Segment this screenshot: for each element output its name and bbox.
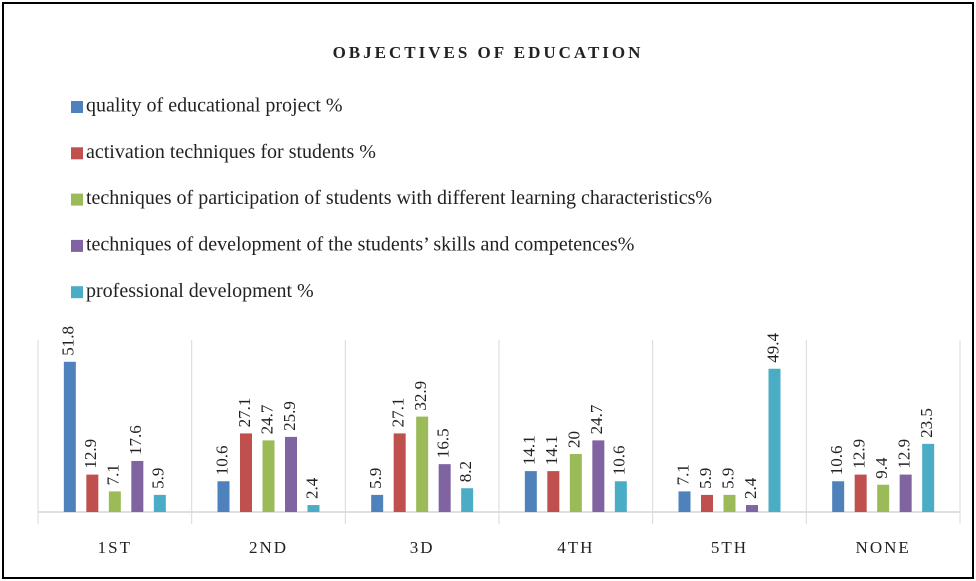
data-label: 7.1 bbox=[104, 464, 123, 485]
data-label: 9.4 bbox=[872, 457, 891, 479]
bar bbox=[86, 474, 99, 512]
bar bbox=[285, 436, 297, 512]
bar bbox=[569, 454, 582, 512]
data-label: 7.1 bbox=[673, 464, 692, 485]
x-tick-label: 3D bbox=[410, 538, 435, 557]
bar bbox=[524, 471, 537, 512]
data-label: 24.7 bbox=[257, 404, 276, 434]
bar bbox=[393, 433, 406, 512]
bar bbox=[307, 505, 320, 512]
bar bbox=[131, 460, 144, 512]
legend-swatch bbox=[71, 239, 83, 252]
legend-label: quality of educational project % bbox=[86, 95, 343, 117]
legend-label: professional development % bbox=[86, 280, 314, 302]
data-label: 10.6 bbox=[610, 446, 629, 476]
bar bbox=[854, 474, 867, 512]
x-tick-label: NONE bbox=[856, 538, 911, 557]
data-label: 23.5 bbox=[917, 408, 936, 438]
bar bbox=[899, 474, 912, 512]
x-tick-label: 4TH bbox=[557, 538, 594, 557]
data-label: 12.9 bbox=[895, 439, 914, 469]
data-label: 14.1 bbox=[520, 435, 539, 465]
data-label: 16.5 bbox=[434, 428, 453, 458]
data-label: 27.1 bbox=[235, 398, 254, 428]
bar bbox=[416, 416, 429, 512]
x-tick-label: 2ND bbox=[249, 538, 288, 557]
bar bbox=[922, 443, 935, 512]
data-label: 2.4 bbox=[302, 477, 321, 499]
legend-label: techniques of participation of students … bbox=[86, 187, 712, 209]
data-label: 5.9 bbox=[149, 468, 168, 489]
legend-swatch bbox=[71, 286, 83, 299]
data-label: 10.6 bbox=[827, 446, 846, 476]
data-label: 32.9 bbox=[411, 381, 430, 411]
data-label: 27.1 bbox=[389, 398, 408, 428]
legend-swatch bbox=[71, 101, 83, 113]
bar bbox=[153, 494, 166, 512]
bar bbox=[217, 481, 230, 512]
bar bbox=[63, 361, 76, 512]
data-label: 5.9 bbox=[718, 468, 737, 489]
bar bbox=[746, 505, 758, 512]
bar bbox=[678, 491, 691, 512]
bar bbox=[240, 433, 252, 512]
bar bbox=[438, 464, 451, 512]
legend-label: techniques of development of the student… bbox=[86, 233, 634, 255]
bar bbox=[592, 440, 605, 512]
data-label: 12.9 bbox=[81, 439, 100, 469]
bar bbox=[832, 481, 845, 512]
bar bbox=[701, 494, 713, 512]
data-label: 8.2 bbox=[456, 461, 475, 482]
legend-label: activation techniques for students % bbox=[86, 141, 376, 163]
data-label: 5.9 bbox=[366, 468, 385, 489]
bar bbox=[262, 440, 275, 512]
bar bbox=[723, 494, 736, 512]
bar bbox=[547, 471, 560, 512]
data-label: 51.8 bbox=[59, 326, 78, 356]
bar bbox=[768, 368, 781, 512]
data-label: 12.9 bbox=[850, 439, 869, 469]
data-label: 24.7 bbox=[587, 404, 606, 434]
chart-title: OBJECTIVES OF EDUCATION bbox=[333, 43, 644, 62]
data-label: 25.9 bbox=[280, 401, 299, 431]
data-label: 5.9 bbox=[696, 468, 715, 489]
bar bbox=[371, 494, 384, 512]
bar bbox=[877, 484, 890, 512]
data-label: 10.6 bbox=[212, 446, 231, 476]
legend-swatch bbox=[71, 193, 83, 206]
data-label: 14.1 bbox=[542, 435, 561, 465]
data-label: 49.4 bbox=[763, 332, 782, 362]
bar bbox=[108, 491, 121, 512]
data-label: 2.4 bbox=[741, 477, 760, 499]
legend-swatch bbox=[71, 147, 83, 160]
bar bbox=[461, 488, 474, 512]
data-label: 17.6 bbox=[126, 425, 145, 455]
data-label: 20 bbox=[565, 431, 584, 448]
x-tick-label: 1ST bbox=[98, 538, 132, 557]
bar bbox=[614, 481, 627, 512]
x-tick-label: 5TH bbox=[711, 538, 748, 557]
